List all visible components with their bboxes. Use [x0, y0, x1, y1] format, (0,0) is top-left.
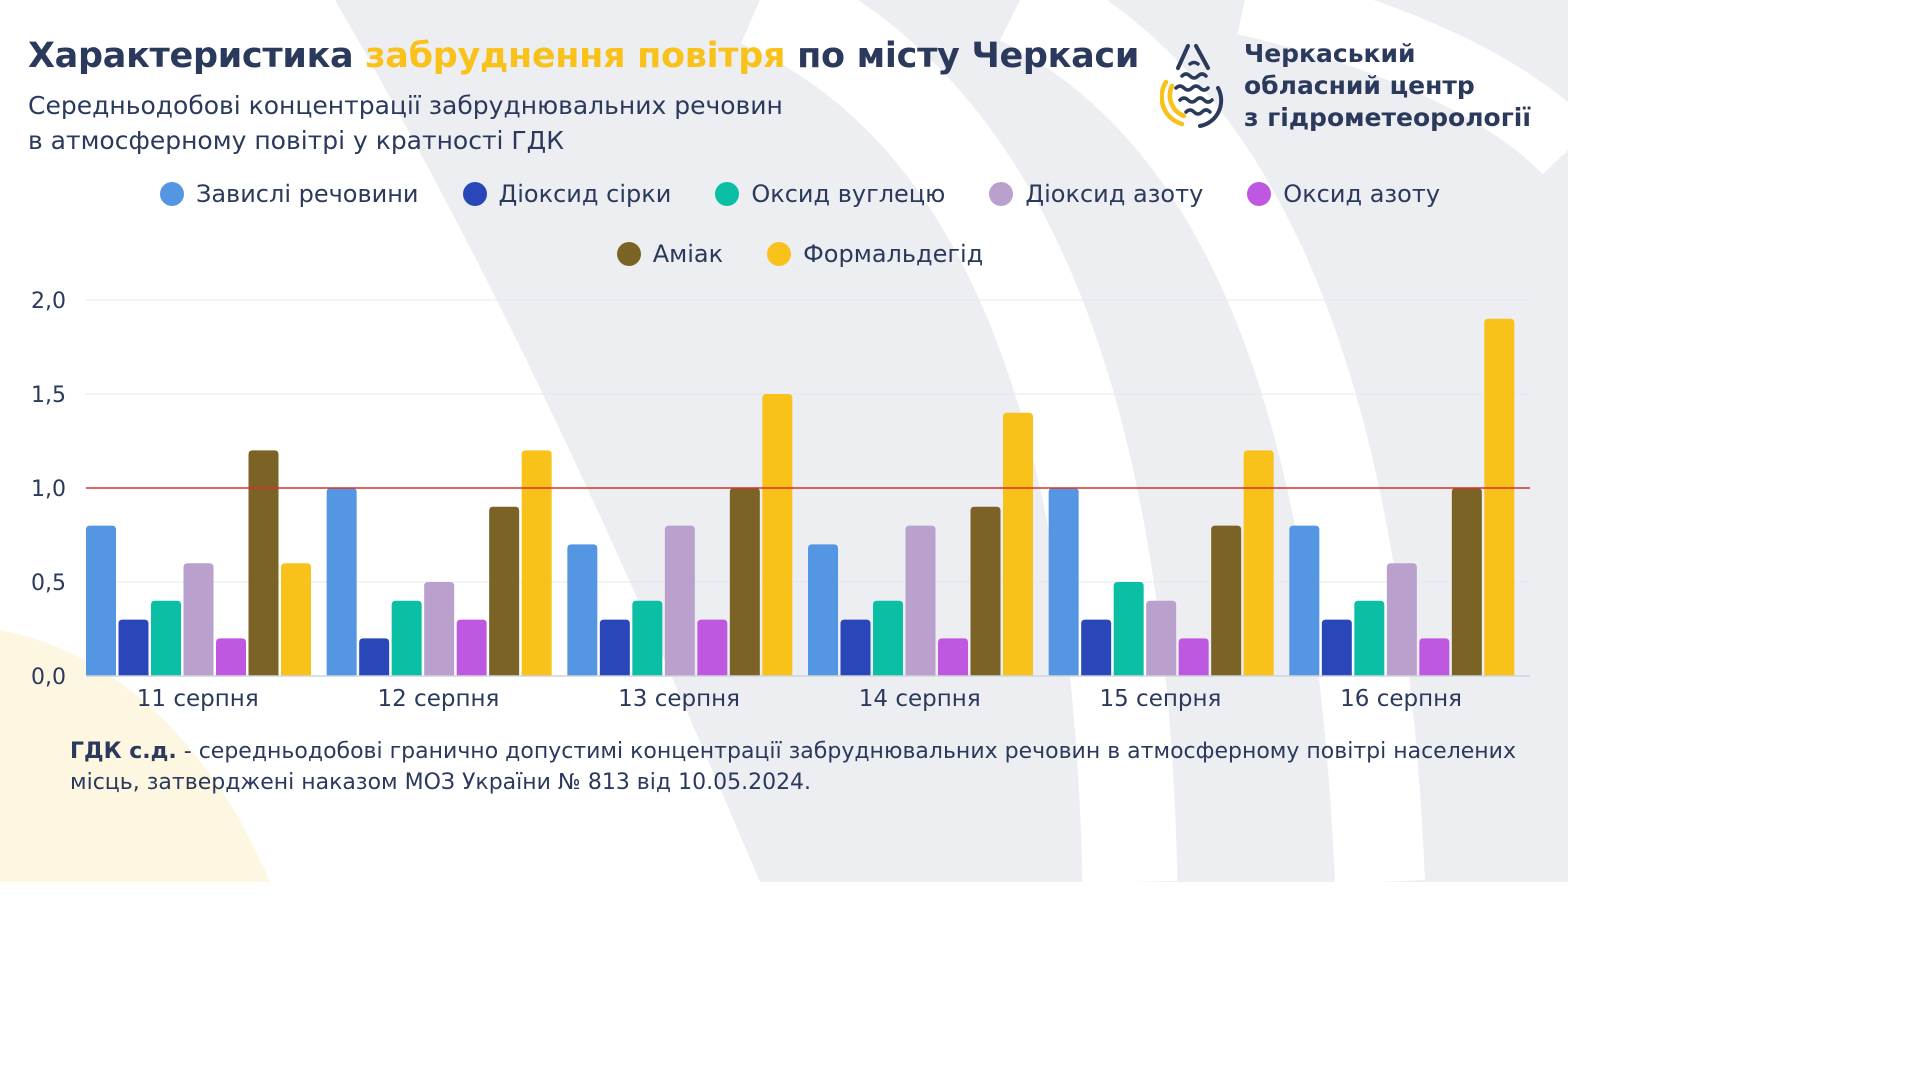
- legend-label: Формальдегід: [803, 240, 984, 268]
- bar: [632, 600, 663, 676]
- page-title: Характеристика забруднення повітря по мі…: [28, 36, 1139, 76]
- subtitle-line-2: в атмосферному повітрі у кратності ГДК: [28, 126, 564, 155]
- bar: [1146, 600, 1177, 676]
- bar: [762, 394, 793, 676]
- legend-item: Аміак: [616, 240, 724, 268]
- legend-row: Аміак Формальдегід: [60, 228, 1540, 280]
- logo-line-2: обласний центр: [1244, 71, 1475, 100]
- bar: [840, 619, 871, 676]
- legend-swatch: [715, 182, 740, 206]
- bar: [86, 525, 116, 676]
- bar: [664, 525, 695, 676]
- hydromet-logo: Черкаський обласний центр з гідрометеоро…: [1160, 38, 1550, 138]
- bar: [1003, 412, 1033, 676]
- legend-row: Завислі речовини Діоксид сірки Оксид вугле…: [60, 168, 1540, 220]
- bar: [1451, 488, 1482, 676]
- bar-chart: 0,0 0,5 1,0 1,5 2,0 11 серпня 12 серпня 13 серп…: [31, 289, 1530, 712]
- legend-item: Формальдегід: [767, 240, 983, 268]
- bar: [1243, 450, 1274, 676]
- legend-label: Аміак: [652, 240, 724, 268]
- bar: [326, 488, 357, 676]
- bar: [970, 506, 1001, 676]
- legend-swatch: [462, 182, 487, 206]
- y-tick-label: 1,5: [31, 383, 66, 408]
- bar: [873, 600, 903, 676]
- bar: [1321, 619, 1352, 676]
- x-tick-label: 13 серпня: [618, 686, 740, 712]
- logo-text: Черкаський обласний центр з гідрометеоро…: [1244, 38, 1531, 134]
- legend-swatch: [1247, 182, 1272, 206]
- legend-label: Завислі речовини: [195, 180, 419, 208]
- logo-line-1: Черкаський: [1244, 39, 1416, 68]
- bar: [1081, 619, 1112, 676]
- footnote-text: - середньодобові гранично допустимі конц…: [70, 739, 1516, 795]
- bar: [248, 450, 279, 676]
- bar: [359, 638, 390, 676]
- bar: [216, 638, 246, 676]
- legend-swatch: [159, 182, 184, 206]
- y-tick-label: 2,0: [31, 289, 66, 314]
- bar: [1419, 638, 1450, 676]
- bar: [599, 619, 630, 676]
- x-tick-label: 12 серпня: [377, 686, 499, 712]
- legend-item: Завислі речовини: [159, 180, 419, 208]
- bar: [1211, 525, 1242, 676]
- y-tick-label: 0,0: [31, 665, 66, 690]
- logo-line-3: з гідрометеорології: [1244, 103, 1531, 132]
- x-tick-label: 16 серпня: [1340, 686, 1462, 712]
- title-part-2: по місту Черкаси: [785, 36, 1140, 76]
- bar: [118, 619, 149, 676]
- legend-label: Діоксид азоту: [1025, 180, 1204, 208]
- bar: [938, 638, 968, 676]
- legend-swatch: [767, 242, 792, 266]
- bar: [489, 506, 520, 676]
- bar: [1048, 488, 1079, 676]
- bar: [808, 544, 838, 676]
- x-tick-label: 15 сепрня: [1099, 686, 1221, 712]
- bar: [183, 563, 214, 676]
- bar: [521, 450, 552, 676]
- bar: [151, 600, 181, 676]
- bar: [697, 619, 728, 676]
- legend-item: Оксид азоту: [1247, 180, 1440, 208]
- title-part-1: Характеристика: [28, 36, 366, 76]
- water-drop-icon: [1160, 44, 1224, 128]
- bar: [567, 544, 598, 676]
- x-tick-label: 11 серпня: [137, 686, 259, 712]
- chart-legend: Завислі речовини Діоксид сірки Оксид вугле…: [60, 168, 1540, 288]
- x-tick-label: 14 серпня: [859, 686, 981, 712]
- y-tick-label: 0,5: [31, 571, 66, 596]
- page-subtitle: Середньодобові концентрації забруднюваль…: [28, 88, 783, 158]
- bar: [391, 600, 422, 676]
- bar: [1354, 600, 1385, 676]
- legend-label: Оксид вуглецю: [751, 180, 946, 208]
- bar: [905, 525, 936, 676]
- legend-item: Оксид вуглецю: [715, 180, 945, 208]
- legend-label: Оксид азоту: [1283, 180, 1441, 208]
- bar: [1386, 563, 1417, 676]
- footnote-term: ГДК с.д.: [70, 739, 177, 764]
- legend-label: Діоксид сірки: [498, 180, 672, 208]
- bar: [1484, 318, 1515, 676]
- bar: [1113, 582, 1144, 676]
- y-tick-label: 1,0: [31, 477, 66, 502]
- subtitle-line-1: Середньодобові концентрації забруднюваль…: [28, 91, 783, 120]
- bar: [729, 488, 760, 676]
- legend-swatch: [989, 182, 1014, 206]
- legend-item: Діоксид азоту: [989, 180, 1203, 208]
- footnote: ГДК с.д. - середньодобові гранично допус…: [70, 736, 1530, 798]
- legend-item: Діоксид сірки: [462, 180, 672, 208]
- bar: [1178, 638, 1209, 676]
- legend-swatch: [616, 242, 641, 266]
- bar: [456, 619, 487, 676]
- bar: [424, 582, 455, 676]
- title-accent: забруднення повітря: [365, 36, 786, 76]
- bar: [1289, 525, 1320, 676]
- bar: [281, 563, 311, 676]
